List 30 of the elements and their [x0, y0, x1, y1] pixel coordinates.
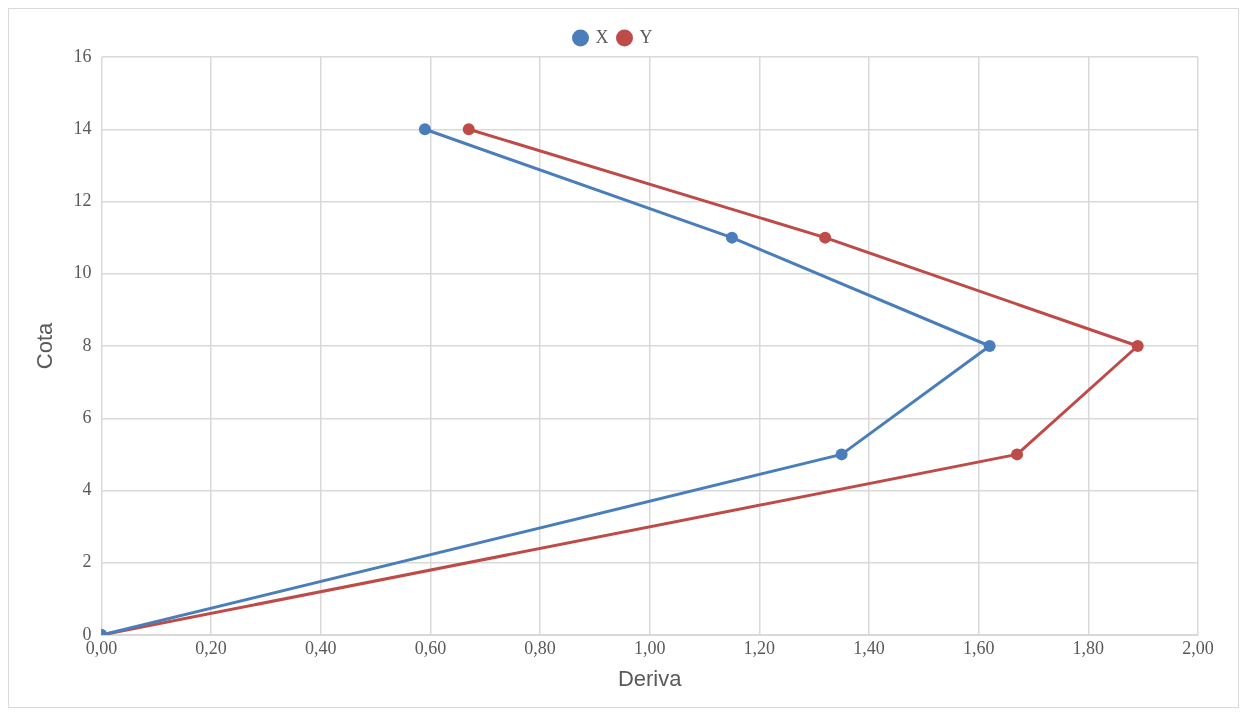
x-tick-label: 1,80 — [1072, 637, 1105, 658]
point — [462, 123, 475, 136]
y-tick-label: 8 — [82, 334, 92, 355]
y-tick-label: 16 — [73, 45, 92, 66]
y-tick-label: 2 — [82, 551, 92, 572]
legend-label: X — [595, 26, 609, 47]
x-tick-label: 1,00 — [633, 637, 666, 658]
x-tick-label: 0,20 — [195, 637, 227, 658]
legend-label: Y — [639, 26, 653, 47]
y-tick-label: 12 — [73, 190, 92, 211]
x-tick-label: 0,60 — [414, 637, 447, 658]
point — [725, 231, 738, 244]
y-axis-title: Cota — [32, 322, 58, 370]
x-tick-label: 1,60 — [962, 637, 995, 658]
x-axis-title: Deriva — [617, 665, 683, 691]
point — [835, 448, 848, 461]
x-tick-label: 2,00 — [1182, 637, 1214, 658]
x-tick-label: 0,40 — [304, 637, 337, 658]
x-tick-label: 0,80 — [524, 637, 556, 658]
x-tick-label: 1,20 — [743, 637, 776, 658]
y-tick-label: 4 — [82, 479, 92, 500]
point — [819, 231, 832, 244]
point — [1131, 340, 1144, 352]
y-tick-label: 14 — [73, 117, 92, 138]
y-tick-label: 10 — [73, 262, 92, 283]
point — [418, 123, 431, 136]
point — [1011, 448, 1024, 461]
point — [983, 340, 996, 352]
y-tick-label: 6 — [82, 406, 92, 427]
x-tick-label: 1,40 — [853, 637, 885, 658]
